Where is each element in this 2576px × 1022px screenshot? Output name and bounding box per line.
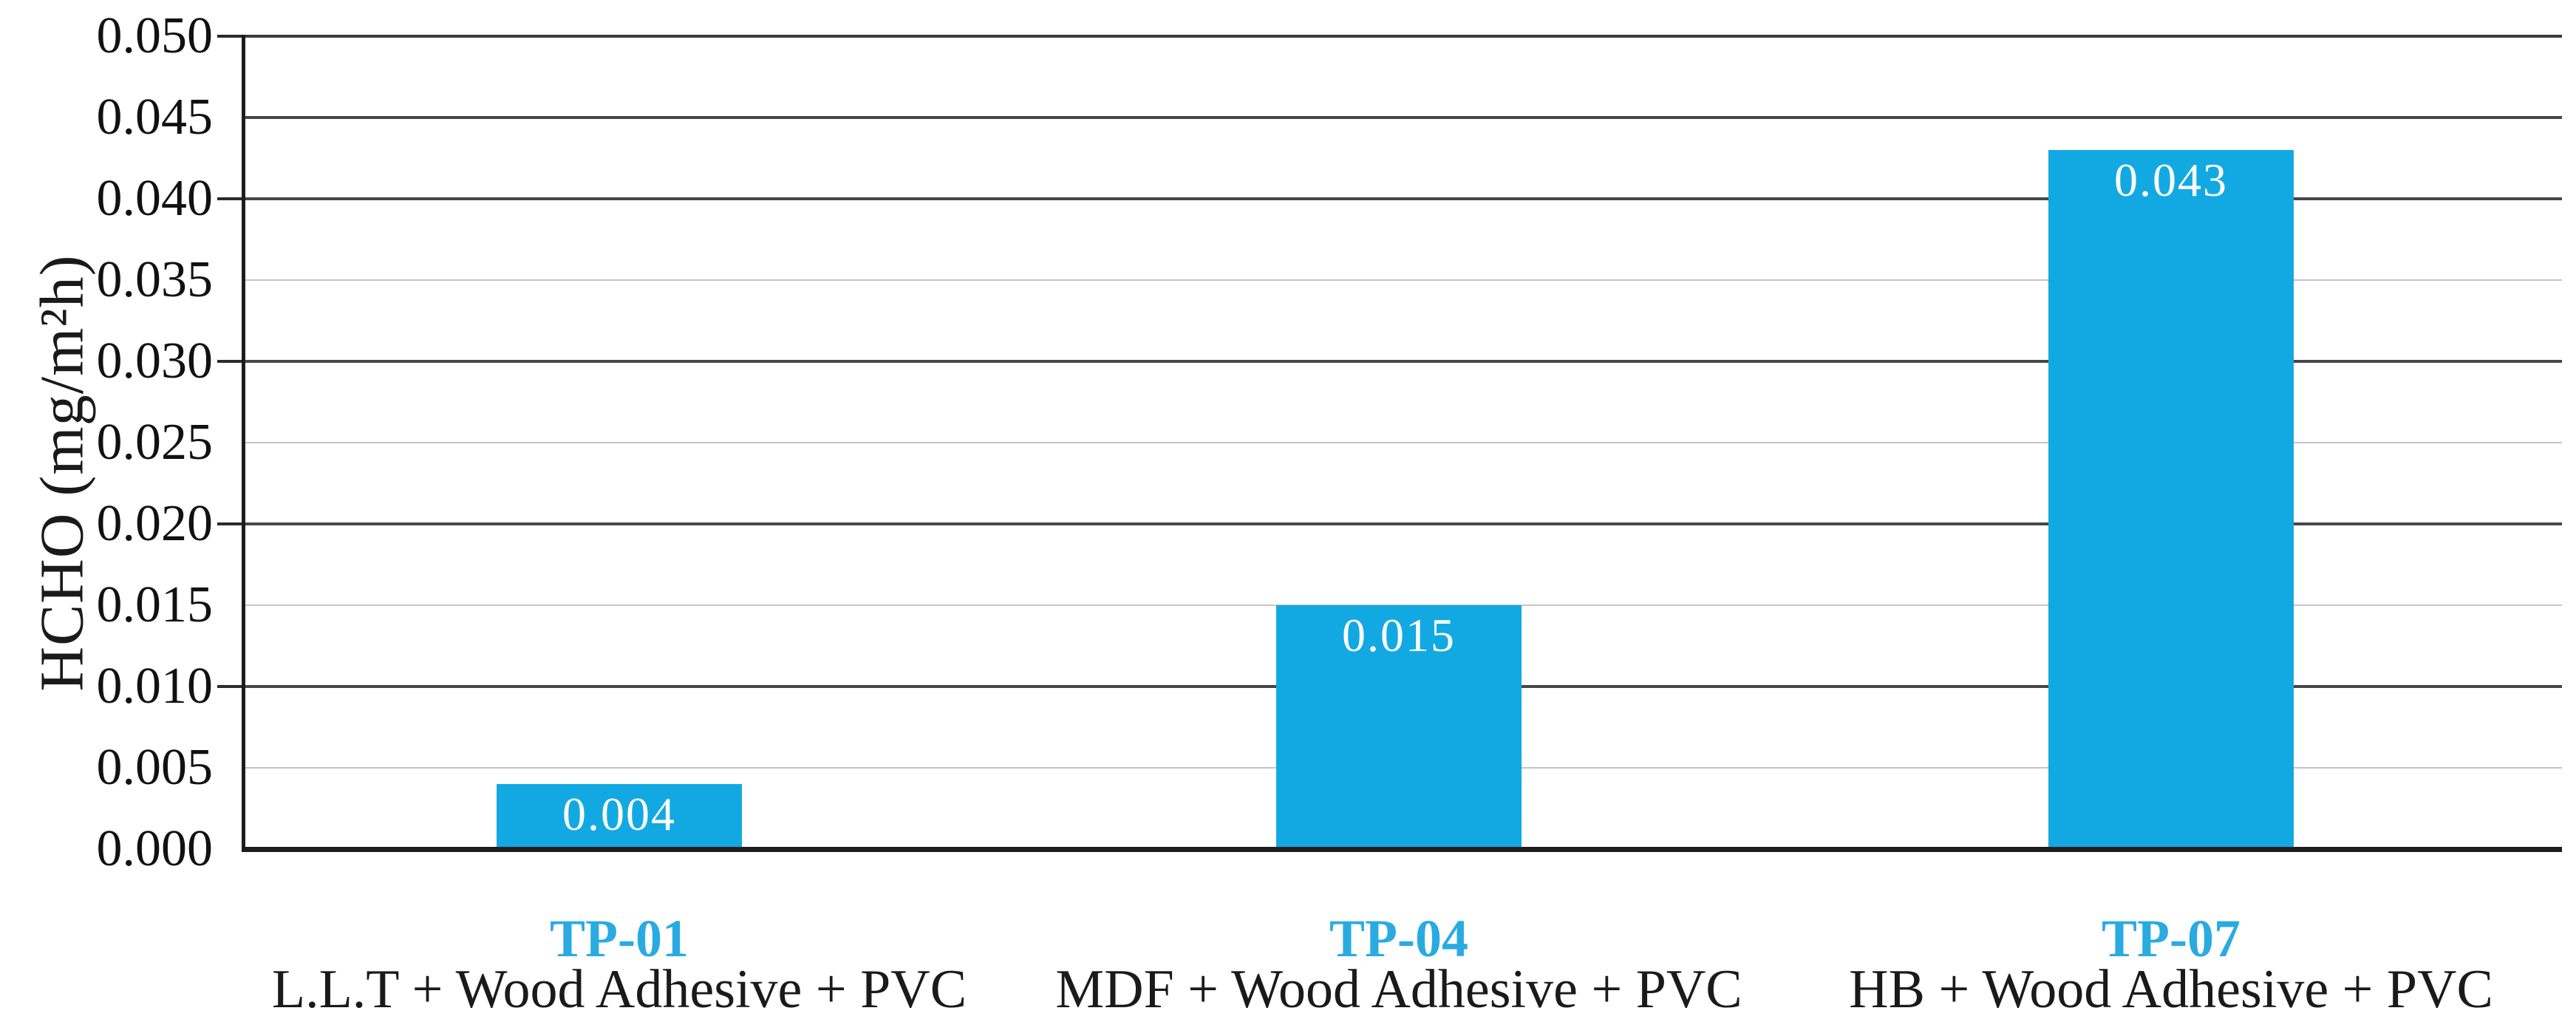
gridline-top-border xyxy=(242,35,2562,38)
y-tick-label: 0.020 xyxy=(96,495,214,552)
y-tick-label: 0.040 xyxy=(96,170,214,227)
y-tick-mark xyxy=(217,522,242,525)
y-tick-mark xyxy=(217,35,242,38)
category-code-tp-01: TP-01 xyxy=(550,909,689,968)
gridline-major xyxy=(245,360,2562,363)
bar-value-label: 0.004 xyxy=(562,788,676,840)
y-tick-label: 0.030 xyxy=(96,333,214,389)
category-composition-tp-04: MDF + Wood Adhesive + PVC xyxy=(1055,959,1742,1020)
y-tick-label: 0.045 xyxy=(96,89,214,146)
y-tick-mark xyxy=(217,360,242,363)
x-axis-line xyxy=(242,847,2562,852)
category-composition-tp-01: L.L.T + Wood Adhesive + PVC xyxy=(271,959,967,1020)
y-tick-mark xyxy=(217,197,242,200)
category-composition-tp-07: HB + Wood Adhesive + PVC xyxy=(1849,959,2493,1020)
bar-value-label: 0.015 xyxy=(1342,609,1456,661)
category-code-tp-04: TP-04 xyxy=(1329,909,1468,968)
y-tick-label: 0.035 xyxy=(96,251,214,308)
y-axis-line xyxy=(242,35,245,852)
bar-value-label: 0.043 xyxy=(2114,154,2228,206)
y-tick-label: 0.000 xyxy=(96,820,214,877)
gridline-major xyxy=(245,522,2562,525)
bar-tp-07: 0.043 xyxy=(2048,150,2294,847)
bar-tp-01: 0.004 xyxy=(497,784,742,847)
y-tick-label: 0.025 xyxy=(96,414,214,471)
gridline-minor xyxy=(245,279,2562,281)
y-tick-label: 0.050 xyxy=(96,7,214,64)
y-tick-mark xyxy=(217,685,242,688)
gridline-major xyxy=(245,197,2562,200)
category-code-tp-07: TP-07 xyxy=(2102,909,2241,968)
y-tick-label: 0.005 xyxy=(96,739,214,796)
y-tick-label: 0.010 xyxy=(96,658,214,715)
bar-tp-04: 0.015 xyxy=(1276,605,1522,847)
gridline-minor xyxy=(245,442,2562,443)
y-tick-label: 0.015 xyxy=(96,576,214,633)
gridline-major xyxy=(245,116,2562,119)
